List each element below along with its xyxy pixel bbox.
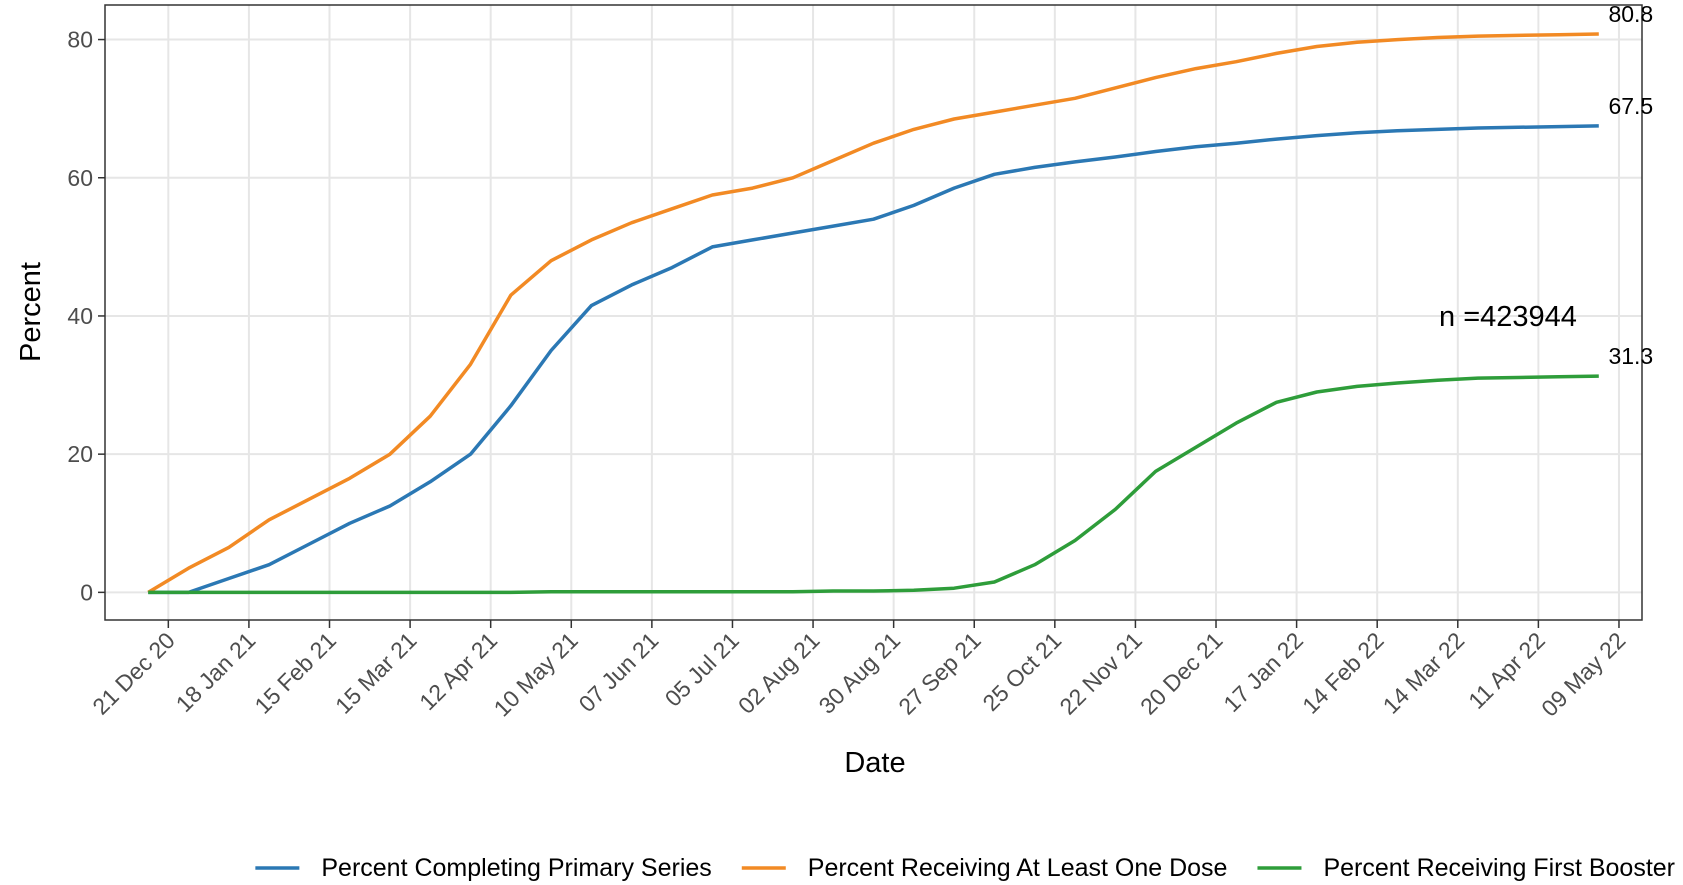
x-tick-label: 27 Sep 21	[893, 627, 986, 720]
x-tick-label: 20 Dec 21	[1135, 627, 1228, 720]
annotation: n =423944	[1439, 301, 1577, 333]
x-tick-label: 18 Jan 21	[171, 627, 261, 717]
legend-label: Percent Receiving First Booster	[1323, 854, 1675, 882]
legend: Percent Completing Primary Series Percent…	[255, 854, 1675, 882]
y-tick-label: 80	[67, 27, 93, 53]
data-label: 80.8	[1608, 1, 1653, 27]
y-tick-label: 40	[67, 303, 93, 329]
x-tick-label: 14 Feb 22	[1297, 627, 1389, 719]
x-tick-label: 21 Dec 20	[87, 627, 180, 720]
y-tick-label: 0	[80, 579, 93, 605]
y-tick-label: 20	[67, 441, 93, 467]
x-tick-label: 15 Feb 21	[249, 627, 341, 719]
legend-label: Percent Receiving At Least One Dose	[808, 854, 1228, 882]
y-axis-title: Percent	[15, 262, 47, 362]
data-label: 67.5	[1608, 93, 1653, 119]
x-tick-label: 14 Mar 22	[1378, 627, 1470, 719]
plot-border	[104, 4, 1643, 621]
x-axis-title: Date	[844, 747, 905, 779]
series-line	[147, 32, 1599, 594]
plot-background	[105, 5, 1642, 620]
x-tick-label: 11 Apr 22	[1463, 627, 1550, 714]
legend-label: Percent Completing Primary Series	[321, 854, 711, 882]
x-tick-label: 22 Nov 21	[1054, 627, 1147, 720]
x-tick-label: 07 Jun 21	[574, 627, 664, 717]
x-tick-label: 15 Mar 21	[330, 627, 422, 719]
series-line	[148, 374, 1599, 595]
x-tick-label: 10 May 21	[488, 627, 582, 721]
data-label: 31.3	[1608, 343, 1653, 369]
x-tick-label: 25 Oct 21	[977, 627, 1066, 716]
x-tick-label: 05 Jul 21	[660, 627, 744, 711]
series-line	[148, 124, 1599, 595]
y-tick-label: 60	[67, 165, 93, 191]
x-tick-label: 09 May 22	[1536, 627, 1630, 721]
x-tick-label: 30 Aug 21	[814, 627, 906, 719]
x-tick-label: 02 Aug 21	[733, 627, 825, 719]
x-tick-label: 17 Jan 22	[1218, 627, 1308, 717]
